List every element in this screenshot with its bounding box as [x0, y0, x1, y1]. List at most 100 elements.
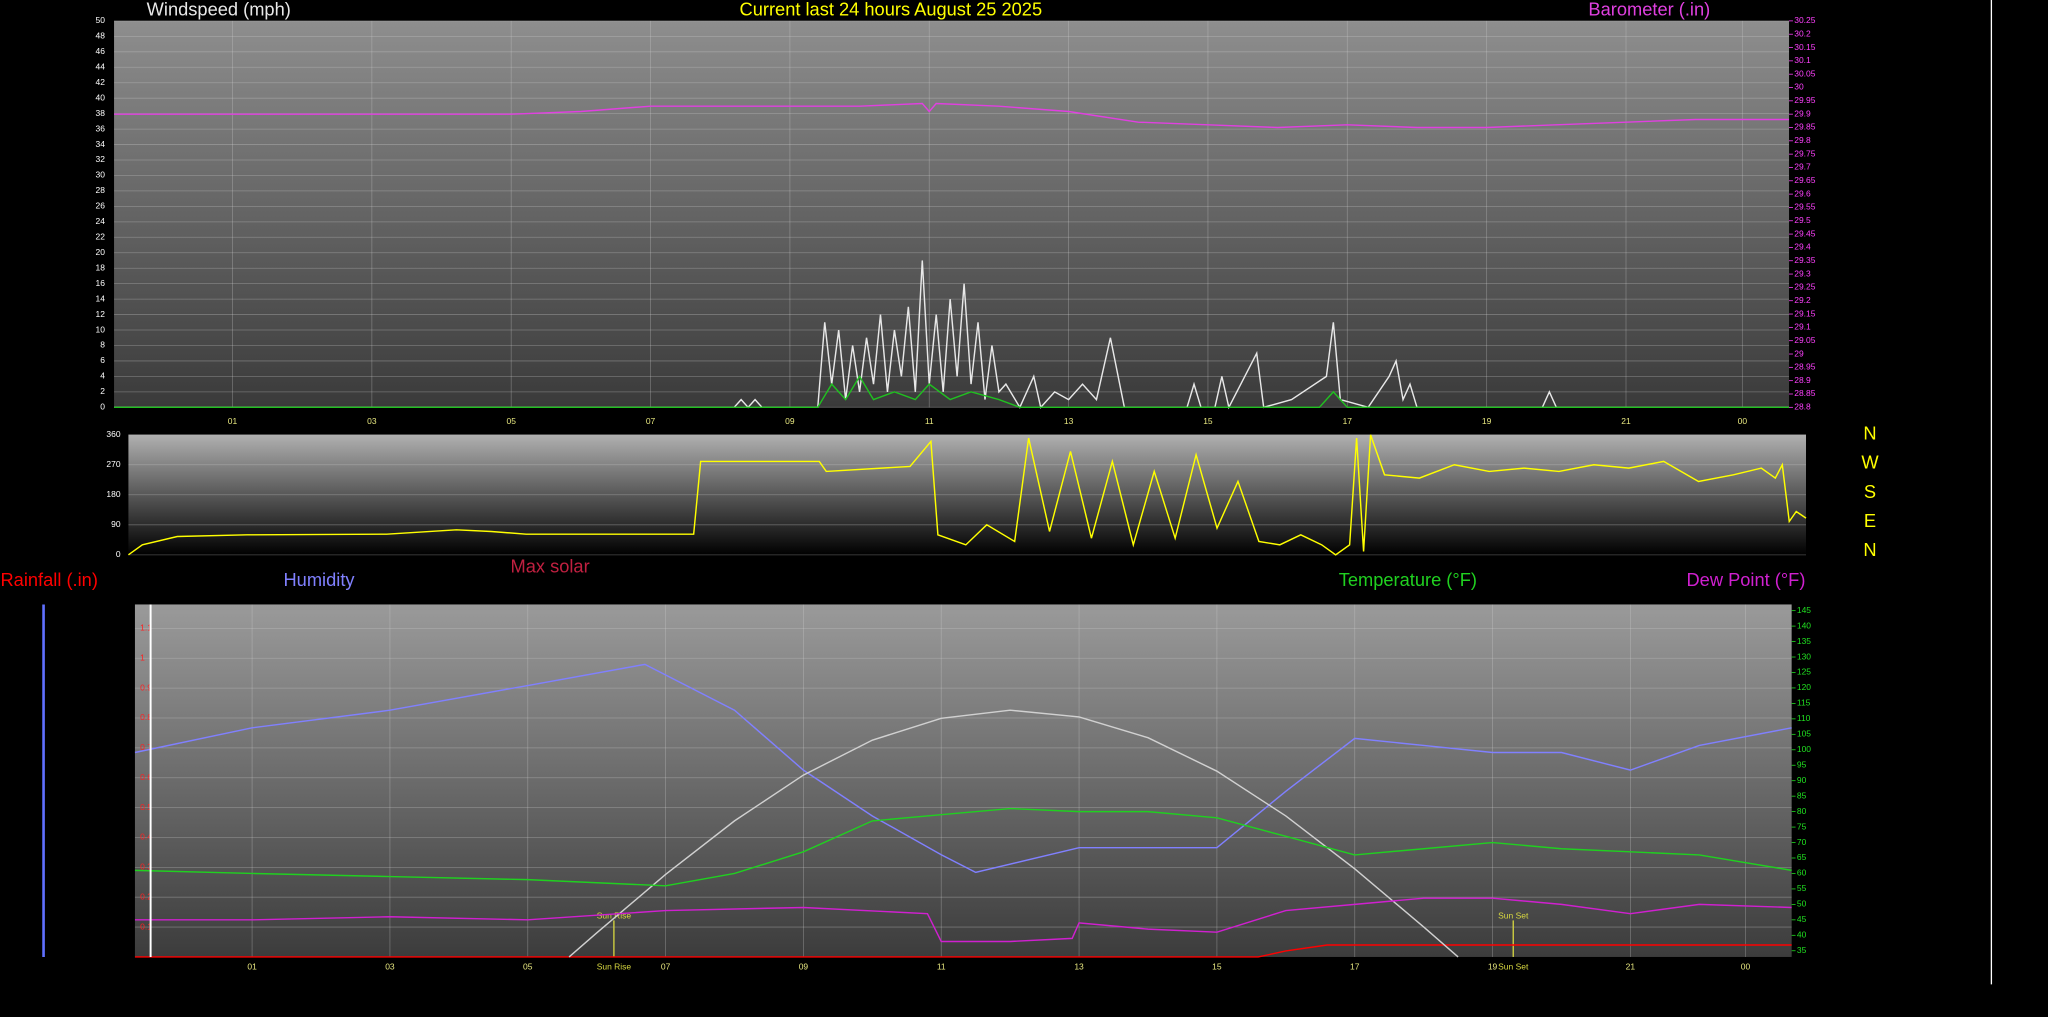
y2-tick-label: 29.6	[1794, 188, 1811, 198]
y-tick-label: 16	[95, 278, 105, 288]
x-tick-label: 11	[925, 416, 934, 426]
y2-tick-label: 29.5	[1794, 215, 1811, 225]
y-tick-label: 6	[100, 355, 105, 365]
y2-tick-label: 65	[1797, 852, 1807, 862]
series-label: Dew Point (°F)	[1686, 569, 1805, 590]
y2-tick-label: 29.85	[1794, 122, 1815, 132]
y2-tick-label: 29.9	[1794, 108, 1811, 118]
y-tick-label: 0.9	[140, 682, 152, 692]
x-tick-label: 21	[1626, 962, 1636, 972]
x-tick-label: 00	[1741, 962, 1751, 972]
y-tick-label: 360	[106, 429, 120, 439]
y-tick-label: 20	[95, 247, 105, 257]
series-line	[127, 434, 1807, 556]
y2-tick-label: 29.1	[1794, 322, 1811, 332]
x-tick-label: 05	[523, 962, 533, 972]
y2-tick-label: 28.95	[1794, 362, 1815, 372]
y-tick-label: 180	[106, 489, 120, 499]
plot-area	[134, 604, 1792, 957]
compass-label: N	[1863, 423, 1876, 444]
y2-tick-label: 125	[1797, 667, 1811, 677]
plot-area	[114, 20, 1790, 408]
y2-tick-label: 30	[1794, 82, 1804, 92]
y2-tick-label: 29.25	[1794, 282, 1815, 292]
compass-label: W	[1861, 452, 1879, 473]
plot-area	[128, 434, 1807, 555]
series-line	[114, 102, 1790, 129]
series-line	[134, 944, 1792, 958]
y2-tick-label: 80	[1797, 806, 1807, 816]
y2-tick-label: 45	[1797, 914, 1807, 924]
x-tick-label: 07	[661, 962, 671, 972]
x-tick-label: 01	[247, 962, 257, 972]
y2-tick-label: 105	[1797, 729, 1811, 739]
y-tick-label: 36	[95, 123, 105, 133]
y-tick-label: 28	[95, 185, 105, 195]
x-tick-label: 00	[1738, 416, 1748, 426]
x-tick-label: 13	[1064, 416, 1074, 426]
y2-tick-label: 100	[1797, 744, 1811, 754]
y-tick-label: 14	[95, 293, 105, 303]
x-tick-label: 15	[1203, 416, 1213, 426]
y2-tick-label: 50	[1797, 899, 1807, 909]
y2-tick-label: 110	[1797, 713, 1811, 723]
y-tick-label: 38	[95, 108, 105, 118]
series-line	[568, 709, 1459, 958]
y2-tick-label: 30.15	[1794, 42, 1815, 52]
y2-tick-label: 28.8	[1794, 402, 1811, 412]
x-tick-label: 15	[1212, 962, 1222, 972]
y2-tick-label: 29.2	[1794, 295, 1811, 305]
y-tick-label: 48	[95, 31, 105, 41]
annotation-label: Sun Set	[1498, 911, 1529, 921]
y-tick-label: 0.8	[140, 712, 152, 722]
x-tick-label: 17	[1343, 416, 1353, 426]
y2-tick-label: 29.35	[1794, 255, 1815, 265]
y-tick-label: 46	[95, 46, 105, 56]
y-tick-label: 0	[100, 402, 105, 412]
y-tick-label: 50	[95, 15, 105, 25]
y-tick-label: 0.6	[140, 772, 152, 782]
y2-tick-label: 29	[1794, 348, 1804, 358]
x-tick-label: 13	[1074, 962, 1084, 972]
y2-tick-label: 29.8	[1794, 135, 1811, 145]
x-tick-label: 19	[1482, 416, 1492, 426]
y2-tick-label: 29.7	[1794, 162, 1811, 172]
y-tick-label: 0.2	[140, 891, 152, 901]
compass-label: S	[1864, 481, 1876, 502]
y-tick-label: 18	[95, 262, 105, 272]
series-line	[134, 897, 1792, 943]
y2-tick-label: 90	[1797, 775, 1807, 785]
y2-tick-label: 28.9	[1794, 375, 1811, 385]
series-line	[114, 260, 1790, 410]
y-tick-label: 8	[100, 340, 105, 350]
y-tick-label: 0.1	[140, 921, 152, 931]
series-line	[114, 375, 1790, 409]
y2-tick-label: 75	[1797, 821, 1807, 831]
y2-tick-label: 140	[1797, 620, 1811, 630]
y-tick-label: 40	[95, 92, 105, 102]
y-tick-label: 0.3	[140, 862, 152, 872]
y2-tick-label: 28.85	[1794, 388, 1815, 398]
series-line	[134, 807, 1792, 887]
y-tick-label: 30	[95, 170, 105, 180]
x-tick-label: 03	[385, 962, 395, 972]
x-tick-label: 03	[367, 416, 377, 426]
y2-tick-label: 85	[1797, 790, 1807, 800]
annotation-label: Sun Rise	[597, 911, 632, 921]
series-label: Max solar	[511, 556, 590, 577]
y2-tick-label: 70	[1797, 837, 1807, 847]
y-tick-label: 0.7	[140, 742, 152, 752]
x-tick-label: 09	[785, 416, 795, 426]
y2-tick-label: 30.2	[1794, 28, 1811, 38]
y-tick-label: 44	[95, 61, 105, 71]
series-label: Windspeed (mph)	[147, 0, 291, 19]
y2-tick-label: 55	[1797, 883, 1807, 893]
y-tick-label: 10	[95, 324, 105, 334]
x-tick-label: 17	[1350, 962, 1360, 972]
series-label: Humidity	[283, 569, 355, 590]
y-tick-label: 26	[95, 201, 105, 211]
y2-tick-label: 30.1	[1794, 55, 1811, 65]
series-label: Current last 24 hours August 25 2025	[740, 0, 1043, 19]
